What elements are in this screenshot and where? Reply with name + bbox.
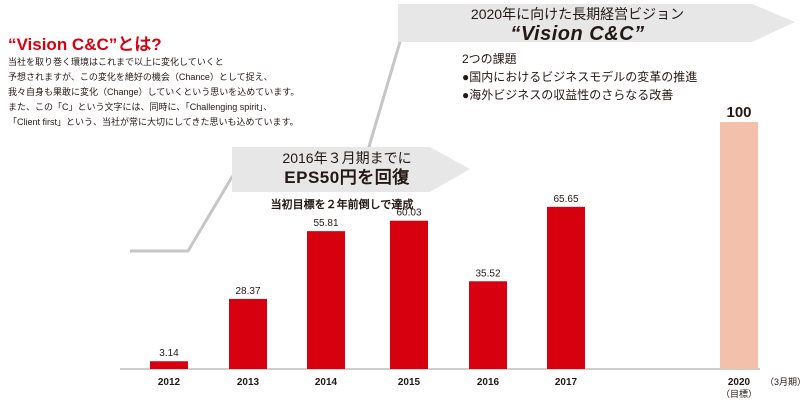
tick-label-2015: 2015 [398, 377, 421, 388]
vision-banner-arrow [398, 4, 795, 42]
tick-label-2012: 2012 [158, 377, 181, 388]
issue-item: ●海外ビジネスの収益性のさらなる改善 [462, 88, 674, 102]
eps-banner-title: EPS50円を回復 [284, 168, 410, 187]
vision-description-line: また、この「C」という文字には、同時に、「Challenging spirit」… [8, 102, 273, 112]
bar-2014 [307, 231, 345, 369]
tick-label-2017: 2017 [555, 377, 578, 388]
tick-label-2020: 2020 [728, 377, 751, 388]
data-label-2015: 60.03 [396, 208, 421, 219]
vision-description-line: 我々自身も果敢に変化（Change）していくという思いを込めています。 [8, 87, 300, 97]
vision-description-line: 当社を取り巻く環境はこれまで以上に変化していくと [8, 57, 224, 67]
issues-list: 2つの課題 ●国内におけるビジネスモデルの変革の推進 ●海外ビジネスの収益性のさ… [462, 50, 697, 104]
target-bar-2020 [720, 122, 758, 369]
bars-layer [150, 122, 758, 369]
vision-description-line: 「Client first」という、当社が常に大切にしてきた思いも込めています。 [8, 117, 299, 127]
labels-layer: 3.14 2012 28.37 2013 55.81 2014 60.03 2015 35.52… [158, 104, 800, 399]
data-label-2012: 3.14 [159, 348, 179, 359]
eps-banner-subtitle: 2016年３月期までに [282, 150, 412, 166]
bar-2016 [469, 281, 507, 369]
tick-label-2014: 2014 [315, 377, 338, 388]
vision-banner-title: “Vision C&C” [510, 23, 645, 45]
issues-heading: 2つの課題 [462, 52, 517, 66]
data-label-2014: 55.81 [313, 218, 338, 229]
data-label-2020: 100 [726, 104, 751, 121]
bar-2015 [390, 220, 428, 369]
tick-label-2013: 2013 [237, 377, 260, 388]
tick-sublabel-2020: （目標） [721, 388, 757, 399]
data-label-2017: 65.65 [553, 194, 578, 205]
bar-2017 [547, 206, 585, 369]
vision-title: “Vision C&C”とは? [8, 35, 162, 54]
vision-description: 当社を取り巻く環境はこれまで以上に変化していくと 予想されますが、この変化を絶好… [8, 55, 308, 130]
vision-banner-subtitle: 2020年に向けた長期経営ビジョン [470, 6, 685, 22]
data-label-2013: 28.37 [235, 286, 260, 297]
eps-banner-arrow [232, 147, 470, 192]
bar-2012 [150, 361, 188, 369]
data-label-2016: 35.52 [475, 268, 500, 279]
eps-banner-note: 当初目標を２年前倒しで達成 [270, 199, 414, 211]
issue-item: ●国内におけるビジネスモデルの変革の推進 [462, 70, 698, 84]
tick-label-2016: 2016 [477, 377, 500, 388]
bar-2013 [229, 298, 267, 369]
x-unit-label: （3月期） [765, 377, 800, 387]
vision-banner-text: 2020年に向けた長期経営ビジョン “Vision C&C” [405, 6, 750, 46]
eps-banner-text: 2016年３月期までに EPS50円を回復 [232, 150, 462, 189]
vision-description-line: 予想されますが、この変化を絶好の機会（Chance）として捉え、 [8, 72, 273, 82]
